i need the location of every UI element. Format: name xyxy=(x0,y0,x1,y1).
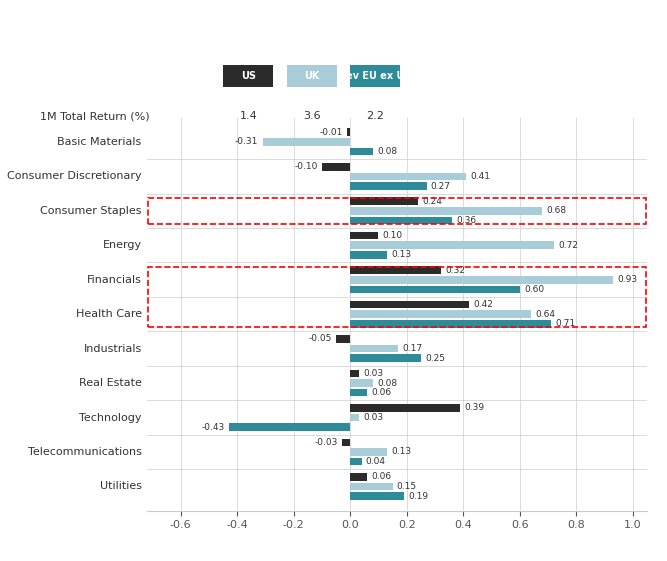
Text: Consumer Staples: Consumer Staples xyxy=(40,206,142,216)
Text: 0.06: 0.06 xyxy=(372,388,392,397)
Text: 0.68: 0.68 xyxy=(547,206,567,215)
Text: Basic Materials: Basic Materials xyxy=(57,137,142,147)
Text: US: US xyxy=(241,71,256,81)
Text: Industrials: Industrials xyxy=(83,343,142,353)
Bar xyxy=(336,335,350,343)
Text: -0.01: -0.01 xyxy=(319,128,343,137)
Text: 0.32: 0.32 xyxy=(445,265,465,274)
Text: 0.03: 0.03 xyxy=(363,369,383,378)
Text: -0.31: -0.31 xyxy=(235,137,258,146)
Text: 2.2: 2.2 xyxy=(366,111,384,121)
Bar xyxy=(350,473,368,481)
Bar xyxy=(322,163,350,171)
Text: 0.10: 0.10 xyxy=(383,231,403,240)
Bar xyxy=(350,197,418,205)
Text: -0.05: -0.05 xyxy=(308,334,332,343)
Bar xyxy=(350,413,359,421)
Text: 0.41: 0.41 xyxy=(470,172,490,181)
Text: -0.03: -0.03 xyxy=(314,438,338,447)
Text: Dev EU ex UK: Dev EU ex UK xyxy=(338,71,412,81)
Bar xyxy=(350,320,551,328)
Text: 0.13: 0.13 xyxy=(392,250,412,259)
Text: 0.04: 0.04 xyxy=(366,457,386,466)
Bar xyxy=(350,241,554,249)
Text: Energy: Energy xyxy=(103,240,142,250)
Text: 0.13: 0.13 xyxy=(392,448,412,457)
Text: 0.06: 0.06 xyxy=(372,472,392,481)
Text: 0.19: 0.19 xyxy=(408,491,428,500)
Text: 1M Total Return (%): 1M Total Return (%) xyxy=(40,111,149,121)
Text: 0.24: 0.24 xyxy=(422,197,442,206)
Text: 0.17: 0.17 xyxy=(402,344,423,353)
Text: 0.27: 0.27 xyxy=(431,182,451,191)
Text: 0.08: 0.08 xyxy=(377,147,398,156)
Bar xyxy=(350,458,362,466)
Text: Financials: Financials xyxy=(87,275,142,285)
Bar xyxy=(350,379,373,387)
Bar xyxy=(348,128,350,136)
Text: Real Estate: Real Estate xyxy=(79,378,142,388)
Text: 0.25: 0.25 xyxy=(425,354,445,363)
Bar xyxy=(350,404,460,412)
Bar xyxy=(229,424,350,431)
Bar xyxy=(350,251,387,259)
Text: 0.08: 0.08 xyxy=(377,379,398,388)
Text: 0.42: 0.42 xyxy=(473,300,493,309)
Text: 3.6: 3.6 xyxy=(303,111,321,121)
Bar xyxy=(350,207,542,215)
Bar xyxy=(350,310,531,318)
Text: 0.64: 0.64 xyxy=(536,310,556,319)
Bar xyxy=(350,232,378,240)
Bar xyxy=(350,389,368,397)
Text: 0.36: 0.36 xyxy=(456,216,476,225)
Bar xyxy=(350,266,441,274)
Bar xyxy=(350,217,452,224)
Text: 0.03: 0.03 xyxy=(363,413,383,422)
Text: Utilities: Utilities xyxy=(100,481,142,491)
Bar xyxy=(148,197,646,224)
Bar xyxy=(350,345,398,352)
Bar xyxy=(350,448,387,456)
Bar xyxy=(350,492,404,500)
Bar xyxy=(350,276,613,283)
Bar xyxy=(350,301,469,309)
Text: -0.43: -0.43 xyxy=(201,422,225,431)
Bar xyxy=(148,266,646,327)
Bar xyxy=(350,286,520,293)
Text: 0.72: 0.72 xyxy=(558,241,578,250)
Text: Consumer Discretionary: Consumer Discretionary xyxy=(7,171,142,181)
Text: 1.4: 1.4 xyxy=(239,111,257,121)
Bar xyxy=(350,355,421,362)
Bar xyxy=(342,439,350,446)
Text: 0.60: 0.60 xyxy=(524,285,544,294)
Text: 0.39: 0.39 xyxy=(465,403,485,412)
Text: 0.71: 0.71 xyxy=(555,319,575,328)
Bar xyxy=(350,182,426,190)
Text: 0.15: 0.15 xyxy=(397,482,417,491)
Bar xyxy=(350,148,373,155)
Text: Technology: Technology xyxy=(79,412,142,422)
Bar xyxy=(263,138,350,146)
Bar xyxy=(350,370,359,377)
Text: Health Care: Health Care xyxy=(75,309,142,319)
Bar xyxy=(350,173,466,180)
Bar xyxy=(350,482,393,490)
Text: Telecommunications: Telecommunications xyxy=(28,447,142,457)
Text: UK: UK xyxy=(304,71,319,81)
Text: -0.10: -0.10 xyxy=(294,162,317,171)
Text: 0.93: 0.93 xyxy=(618,275,638,284)
